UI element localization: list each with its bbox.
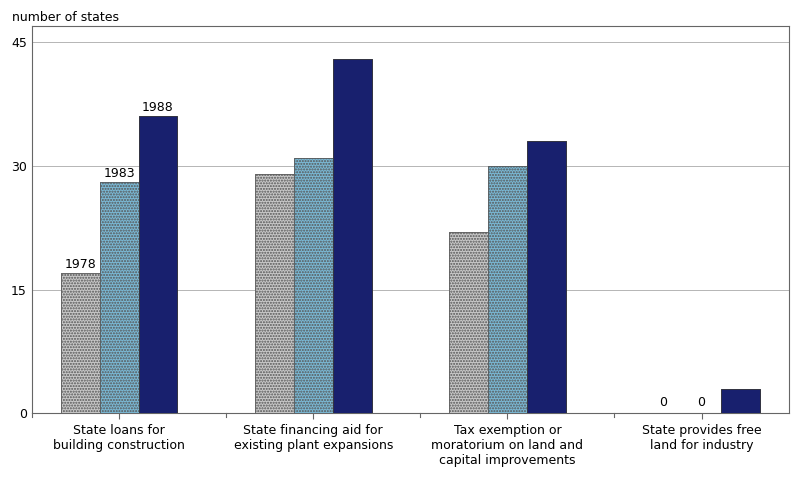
Text: 0: 0 bbox=[698, 396, 706, 409]
Bar bbox=[488, 166, 527, 413]
Text: 1978: 1978 bbox=[65, 258, 96, 271]
Bar bbox=[100, 183, 138, 413]
Bar bbox=[449, 232, 488, 413]
Bar bbox=[527, 141, 566, 413]
Text: 0: 0 bbox=[658, 396, 666, 409]
Bar bbox=[61, 273, 100, 413]
Bar bbox=[61, 273, 100, 413]
Bar bbox=[488, 166, 527, 413]
Bar bbox=[721, 389, 760, 413]
Bar bbox=[294, 158, 333, 413]
Bar bbox=[255, 174, 294, 413]
Bar bbox=[138, 117, 178, 413]
Bar bbox=[138, 117, 178, 413]
Bar bbox=[449, 232, 488, 413]
Text: 1988: 1988 bbox=[142, 101, 174, 114]
Bar bbox=[333, 59, 371, 413]
Bar bbox=[527, 141, 566, 413]
Text: 1983: 1983 bbox=[103, 167, 135, 180]
Bar bbox=[255, 174, 294, 413]
Text: number of states: number of states bbox=[13, 11, 119, 24]
Bar bbox=[333, 59, 371, 413]
Bar bbox=[294, 158, 333, 413]
Bar bbox=[100, 183, 138, 413]
Bar bbox=[721, 389, 760, 413]
